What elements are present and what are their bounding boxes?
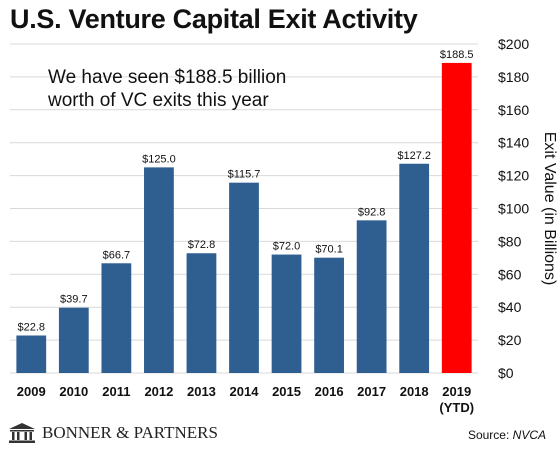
data-label: $72.8 [188, 239, 216, 251]
x-tick-label: 2017 [357, 384, 386, 399]
source-note: Source: NVCA [468, 428, 546, 442]
bar [101, 263, 132, 373]
building-icon [9, 423, 35, 443]
y-tick-label: $60 [498, 266, 522, 282]
brand-logo: BONNER & PARTNERS [8, 423, 218, 443]
annotation-line-1: We have seen $188.5 billion [48, 67, 287, 88]
source-label: Source: [467, 428, 513, 442]
y-tick-label: $40 [498, 299, 522, 315]
chart-annotation: We have seen $188.5 billion worth of VC … [48, 66, 286, 112]
data-label: $125.0 [142, 153, 176, 165]
bar [441, 62, 472, 373]
x-tick-label: 2014 [230, 384, 260, 399]
bar [271, 254, 302, 373]
y-axis-title: Exit Value (in Billions) [541, 132, 558, 286]
bar [58, 307, 89, 373]
bar [16, 335, 47, 373]
y-tick-label: $160 [498, 102, 529, 118]
x-tick-label: 2010 [59, 384, 88, 399]
data-label: $22.8 [18, 321, 46, 333]
y-tick-label: $200 [498, 36, 529, 52]
x-tick-label: 2016 [315, 384, 344, 399]
data-label: $115.7 [228, 169, 261, 181]
annotation-line-2: worth of VC exits this year [48, 90, 269, 111]
x-tick-label: 2012 [144, 384, 173, 399]
source-name: NVCA [512, 428, 546, 442]
y-tick-label: $80 [498, 233, 522, 249]
y-tick-label: $0 [498, 365, 514, 381]
data-label: $72.0 [273, 241, 301, 253]
x-tick-label: 2011 [102, 384, 130, 399]
y-tick-label: $180 [498, 69, 529, 85]
bar [314, 257, 344, 373]
chart-title: U.S. Venture Capital Exit Activity [10, 4, 418, 34]
x-tick-label: 2019 [442, 384, 471, 399]
brand-name: BONNER & PARTNERS [42, 423, 218, 442]
bar [399, 163, 430, 373]
x-tick-label: 2013 [187, 384, 216, 399]
bar [186, 253, 217, 373]
y-tick-label: $140 [498, 135, 529, 151]
y-tick-label: $20 [498, 332, 522, 348]
bar [144, 167, 174, 373]
x-tick-sublabel: (YTD) [439, 400, 474, 415]
data-label: $70.1 [315, 244, 343, 256]
bar [229, 182, 259, 373]
y-tick-label: $100 [498, 201, 529, 217]
x-tick-label: 2018 [400, 384, 429, 399]
y-tick-label: $120 [498, 168, 529, 184]
data-label: $39.7 [60, 294, 88, 306]
data-label: $92.8 [358, 206, 386, 218]
data-label: $66.7 [103, 249, 131, 261]
data-label: $188.5 [440, 49, 474, 61]
x-tick-label: 2015 [272, 384, 301, 399]
data-label: $127.2 [397, 150, 431, 162]
x-tick-label: 2009 [17, 384, 46, 399]
bar [356, 220, 387, 373]
